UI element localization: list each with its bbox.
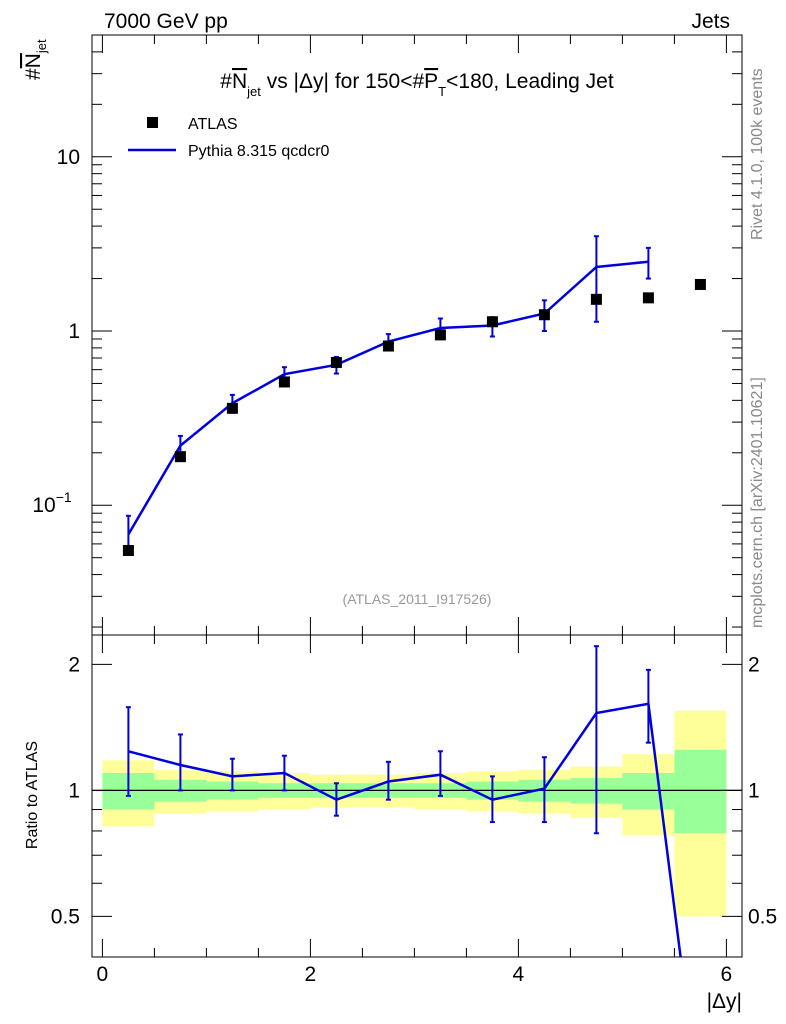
title-p-sub: T: [438, 84, 446, 99]
rivet-label: Rivet 4.1.0, 100k events: [749, 68, 766, 240]
ratio-ytick-label-left: 1: [68, 779, 80, 802]
data-point: [694, 278, 706, 290]
main-ytick-label-exp: −1: [56, 489, 72, 505]
ratio-mc-line: [128, 702, 682, 958]
ratio-ytick-label-right: 2: [748, 653, 760, 676]
header-right: Jets: [691, 10, 730, 33]
ratio-panel: 0.5 0.5 1 1 2 2 0 2 4 6: [51, 634, 777, 986]
data-point: [278, 376, 290, 388]
main-ylabel-sub: jet: [34, 39, 49, 54]
ratio-xlabel: |Δy|: [707, 990, 742, 1013]
mcplots-label: mcplots.cern.ch [arXiv:2401.10621]: [749, 377, 766, 628]
main-ytick-label: 10: [57, 146, 80, 169]
legend-data-label: ATLAS: [188, 116, 238, 133]
title-pre: #: [220, 70, 232, 93]
ratio-ylabel: Ratio to ATLAS: [24, 741, 41, 849]
mc-line: [127, 260, 649, 536]
plot-title: #Njet vs |Δy| for 150<#PT<180, Leading J…: [220, 70, 614, 99]
title-p: P: [424, 70, 438, 93]
header-left: 7000 GeV pp: [104, 10, 228, 33]
ratio-xtick-label: 0: [97, 963, 109, 986]
ratio-xtick-label: 6: [721, 963, 733, 986]
data-point: [174, 451, 186, 463]
ratio-ytick-label-right: 1: [748, 779, 760, 802]
ratio-frame: [91, 634, 743, 958]
legend-mc-label: Pythia 8.315 qcdcr0: [188, 143, 330, 160]
main-ylabel-n: N: [22, 53, 45, 68]
data-point: [330, 356, 342, 368]
uncertainty-band-inner: [674, 749, 727, 834]
data-point: [590, 293, 602, 305]
title-n: N: [232, 70, 247, 93]
title-post: <180, Leading Jet: [446, 70, 614, 93]
ratio-xtick-label: 2: [305, 963, 317, 986]
ratio-xtick-label: 4: [513, 963, 525, 986]
title-mid: vs |Δy| for 150<#: [261, 70, 425, 93]
data-point: [434, 329, 446, 341]
data-point: [486, 316, 498, 328]
analysis-watermark: (ATLAS_2011_I917526): [343, 591, 492, 607]
data-point: [122, 544, 134, 556]
data-point: [382, 340, 394, 352]
main-ytick-label: 1: [68, 320, 80, 343]
ratio-ytick-label-left: 0.5: [51, 905, 80, 928]
data-point: [226, 402, 238, 414]
data-point: [642, 292, 654, 304]
main-ytick-label: 10−1: [32, 489, 72, 517]
main-ytick-label-base: 10: [32, 494, 55, 517]
main-ylabel: #Njet: [22, 39, 49, 80]
ratio-ytick-label-right: 0.5: [748, 905, 777, 928]
uncertainty-band-inner: [622, 773, 675, 810]
main-ylabel-pre: #: [22, 68, 45, 80]
legend-data-marker: [147, 117, 158, 128]
data-point: [538, 309, 550, 321]
title-n-sub: jet: [246, 84, 261, 99]
legend: ATLAS Pythia 8.315 qcdcr0: [128, 116, 330, 160]
ratio-ytick-label-left: 2: [68, 653, 80, 676]
